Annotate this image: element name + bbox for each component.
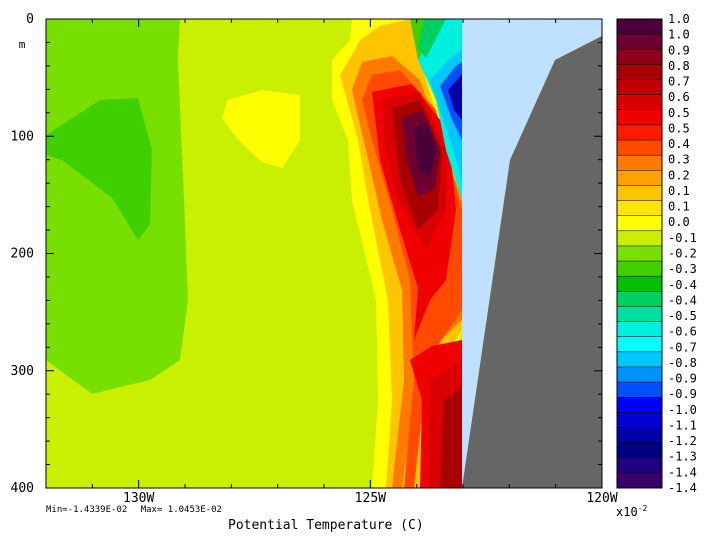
colorbar-label-23: -0.9 [668, 372, 697, 386]
colorbar-label-7: 0.5 [668, 121, 690, 135]
colorbar-label-25: -1.0 [668, 403, 697, 417]
colorbar-swatch-8 [617, 140, 662, 156]
colorbar-swatch-15 [617, 245, 662, 262]
min-label: Min=-1.4339E-02 [46, 505, 128, 515]
colorbar-label-28: -1.3 [668, 450, 697, 464]
y-tick-label-0: 0 [26, 12, 34, 27]
colorbar-label-17: -0.4 [668, 278, 697, 292]
colorbar-label-10: 0.2 [668, 168, 690, 182]
axes: 0 100 200 300 400 m 130W 125W 120W [11, 12, 618, 506]
colorbar-scale-label: x10-2 [616, 504, 647, 519]
colorbar-label-13: 0.0 [668, 215, 690, 229]
contour-region-2 [46, 98, 152, 240]
colorbar-label-0: 1.0 [668, 12, 690, 26]
colorbar-label-18: -0.4 [668, 293, 697, 307]
colorbar-label-15: -0.2 [668, 247, 697, 261]
colorbar-label-9: 0.3 [668, 153, 690, 167]
colorbar-scale-exponent: -2 [637, 504, 648, 513]
colorbar-swatch-3 [617, 64, 662, 81]
colorbar-label-6: 0.5 [668, 106, 690, 120]
colorbar-swatch-28 [617, 442, 662, 459]
contour-region-15 [414, 122, 436, 176]
colorbar-label-5: 0.6 [668, 90, 690, 104]
min-max-stats: Min=-1.4339E-02 Max= 1.0453E-02 [46, 505, 230, 515]
contour-region-1 [46, 19, 188, 394]
colorbar-swatch-17 [617, 276, 662, 292]
colorbar-label-29: -1.4 [668, 465, 697, 479]
colorbar-frame [616, 18, 663, 489]
colorbar-label-30: -1.4 [668, 481, 697, 495]
colorbar-swatch-2 [617, 49, 662, 65]
colorbar-swatch-12 [617, 200, 662, 217]
colorbar-swatch-25 [617, 397, 662, 413]
colorbar-label-19: -0.5 [668, 309, 697, 323]
colorbar-swatch-26 [617, 412, 662, 428]
colorbar-swatch-14 [617, 230, 662, 247]
contour-region-18 [418, 19, 446, 58]
y-tick-label-2: 200 [11, 247, 34, 262]
colorbar-swatch-24 [617, 382, 662, 398]
x-tick-label-1: 125W [355, 491, 386, 506]
colorbar-swatch-18 [617, 291, 662, 307]
colorbar-label-24: -0.9 [668, 387, 697, 401]
contour-region-21 [448, 74, 462, 120]
contour-region-3 [222, 90, 300, 168]
colorbar-label-3: 0.8 [668, 59, 690, 73]
colorbar-swatch-0 [617, 19, 662, 35]
colorbar-label-8: 0.4 [668, 137, 690, 151]
colorbar-label-12: 0.1 [668, 200, 690, 214]
colorbar-label-16: -0.3 [668, 262, 697, 276]
x-tick-label-0: 130W [123, 491, 154, 506]
colorbar-swatch-11 [617, 185, 662, 202]
max-label: Max= 1.0453E-02 [140, 505, 222, 515]
contour-region-23 [462, 36, 602, 488]
colorbar-swatch-29 [617, 457, 662, 474]
colorbar-swatch-9 [617, 155, 662, 171]
colorbar-swatch-5 [617, 94, 662, 111]
y-tick-label-1: 100 [11, 129, 34, 144]
colorbar-swatch-23 [617, 366, 662, 383]
colorbar-label-14: -0.1 [668, 231, 697, 245]
colorbar-label-26: -1.1 [668, 418, 697, 432]
contour-region-11 [440, 388, 462, 488]
colorbar-swatch-20 [617, 321, 662, 338]
x-axis-title: Potential Temperature (C) [228, 518, 424, 533]
colorbar-label-20: -0.6 [668, 325, 697, 339]
colorbar-swatch-22 [617, 351, 662, 368]
y-axis-label: m [19, 38, 26, 51]
colorbar-swatch-1 [617, 34, 662, 50]
colorbar-swatch-21 [617, 336, 662, 353]
colorbar-label-22: -0.8 [668, 356, 697, 370]
colorbar-label-21: -0.7 [668, 340, 697, 354]
colorbar-swatch-30 [617, 472, 662, 489]
colorbar-swatch-19 [617, 306, 662, 323]
colorbar-label-2: 0.9 [668, 43, 690, 57]
contour-region-22 [462, 19, 602, 488]
colorbar-swatch-4 [617, 79, 662, 96]
colorbar-label-11: 0.1 [668, 184, 690, 198]
y-tick-label-4: 400 [11, 481, 34, 496]
colorbar-label-27: -1.2 [668, 434, 697, 448]
colorbar-swatch-7 [617, 124, 662, 141]
colorbar-swatch-10 [617, 170, 662, 186]
colorbar-scale-base: x10 [616, 505, 638, 519]
colorbar-swatch-6 [617, 109, 662, 126]
contour-field [46, 19, 602, 488]
colorbar-swatch-13 [617, 215, 662, 232]
x-tick-label-2: 120W [586, 491, 617, 506]
colorbar-swatch-27 [617, 427, 662, 444]
colorbar: 1.01.00.90.80.70.60.50.50.40.30.20.10.10… [616, 12, 697, 495]
colorbar-swatch-16 [617, 261, 662, 277]
colorbar-label-4: 0.7 [668, 75, 690, 89]
colorbar-label-1: 1.0 [668, 28, 690, 42]
y-tick-label-3: 300 [11, 364, 34, 379]
